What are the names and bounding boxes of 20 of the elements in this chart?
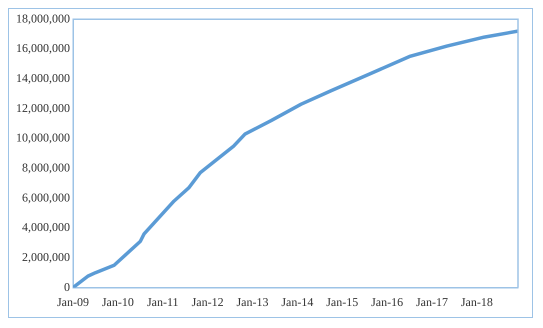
y-tick-label: 14,000,000 <box>16 71 70 85</box>
x-tick-label: Jan-10 <box>102 294 134 309</box>
x-tick-label: Jan-11 <box>146 294 179 309</box>
x-tick-label: Jan-09 <box>57 294 89 309</box>
x-tick-label: Jan-17 <box>416 294 448 309</box>
x-tick-label: Jan-13 <box>236 294 268 309</box>
x-tick-label: Jan-14 <box>281 294 314 309</box>
y-tick-label: 16,000,000 <box>16 41 70 56</box>
x-tick-label: Jan-16 <box>371 294 404 309</box>
x-tick-label: Jan-12 <box>192 294 224 309</box>
y-tick-label: 8,000,000 <box>22 160 70 174</box>
y-tick-label: 0 <box>64 280 70 294</box>
y-tick-label: 2,000,000 <box>22 250 70 264</box>
x-tick-label: Jan-18 <box>460 294 493 309</box>
y-tick-label: 6,000,000 <box>22 190 70 204</box>
x-tick-label: Jan-15 <box>326 294 358 309</box>
y-tick-label: 12,000,000 <box>16 100 70 115</box>
y-tick-label: 18,000,000 <box>16 11 70 26</box>
y-tick-label: 10,000,000 <box>16 130 70 145</box>
y-tick-label: 4,000,000 <box>22 220 70 234</box>
